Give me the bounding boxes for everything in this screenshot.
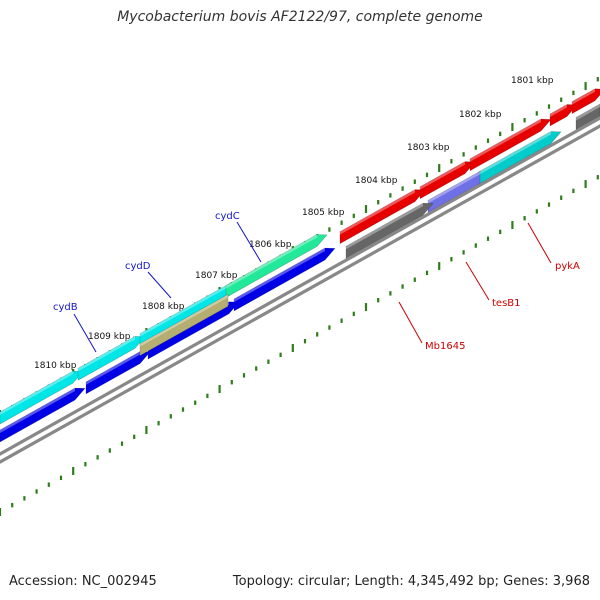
gene-label-leader-line bbox=[73, 313, 97, 353]
gene-feature-highlight bbox=[576, 104, 600, 121]
kbp-position-label: 1809 kbp bbox=[88, 332, 131, 342]
inner-tick-track bbox=[0, 175, 599, 516]
gene-feature-highlight bbox=[340, 189, 415, 235]
gene-name-label[interactable]: pykA bbox=[555, 261, 580, 272]
kbp-position-label: 1802 kbp bbox=[459, 110, 502, 120]
gene-feature-arrow[interactable] bbox=[139, 293, 229, 357]
backbone-outer-line bbox=[0, 116, 600, 456]
backbone-layer bbox=[0, 116, 600, 464]
kbp-position-label: 1806 kbp bbox=[249, 240, 292, 250]
feature-layer bbox=[0, 88, 600, 443]
gene-feature-arrow[interactable] bbox=[0, 387, 86, 443]
gene-feature-arrow[interactable] bbox=[427, 170, 481, 213]
kbp-position-label: 1805 kbp bbox=[302, 208, 345, 218]
gene-feature-highlight bbox=[346, 203, 423, 250]
gene-label-leader-line bbox=[527, 222, 552, 264]
label-layer: 1801 kbp 1802 kbp 1803 kbp 1804 kbp 1805 kbp… bbox=[34, 76, 580, 371]
gene-feature-highlight bbox=[470, 119, 541, 162]
gene-feature-highlight bbox=[86, 351, 140, 385]
kbp-position-label: 1807 kbp bbox=[195, 271, 238, 281]
gene-label-leader-line bbox=[236, 221, 262, 263]
gene-name-label[interactable]: cydB bbox=[53, 302, 78, 313]
gene-feature-highlight bbox=[572, 88, 595, 105]
gene-feature-arrow[interactable] bbox=[575, 103, 600, 130]
gene-feature-arrow[interactable] bbox=[85, 351, 151, 395]
genome-stats-text: Topology: circular; Length: 4,345,492 bp… bbox=[232, 574, 590, 589]
gene-name-label[interactable]: cydC bbox=[215, 211, 240, 222]
kbp-position-label: 1810 kbp bbox=[34, 361, 77, 371]
gene-feature-highlight bbox=[226, 234, 317, 289]
gene-name-label[interactable]: tesB1 bbox=[492, 298, 521, 309]
gene-label-leader-line bbox=[465, 261, 490, 301]
kbp-position-label: 1808 kbp bbox=[142, 302, 185, 312]
gene-name-label[interactable]: cydD bbox=[125, 261, 151, 272]
gene-feature-arrow[interactable] bbox=[571, 88, 600, 115]
gene-feature-arrow[interactable] bbox=[469, 118, 552, 172]
gene-feature-highlight bbox=[78, 336, 135, 372]
gene-feature-highlight bbox=[478, 131, 551, 176]
gene-name-label[interactable]: Mb1645 bbox=[425, 341, 465, 352]
kbp-position-label: 1801 kbp bbox=[511, 76, 554, 86]
gene-feature-arrow[interactable] bbox=[345, 202, 434, 259]
gene-feature-arrow[interactable] bbox=[233, 247, 336, 312]
gene-feature-highlight bbox=[550, 104, 567, 117]
kbp-position-label: 1803 kbp bbox=[407, 143, 450, 153]
gene-label-leader-line bbox=[398, 301, 423, 344]
gene-feature-highlight bbox=[234, 248, 325, 302]
map-title: Mycobacterium bovis AF2122/97, complete … bbox=[117, 9, 483, 25]
gene-feature-highlight bbox=[0, 388, 75, 433]
backbone-inner-line bbox=[0, 124, 600, 464]
gene-feature-highlight bbox=[420, 161, 465, 190]
gene-label-leader-line bbox=[147, 271, 172, 299]
gene-feature-highlight bbox=[140, 294, 228, 347]
gene-feature-highlight bbox=[140, 283, 230, 337]
gene-feature-highlight bbox=[0, 371, 73, 415]
kbp-position-label: 1804 kbp bbox=[355, 176, 398, 186]
accession-text: Accession: NC_002945 bbox=[9, 574, 157, 589]
gene-feature-highlight bbox=[428, 171, 480, 204]
